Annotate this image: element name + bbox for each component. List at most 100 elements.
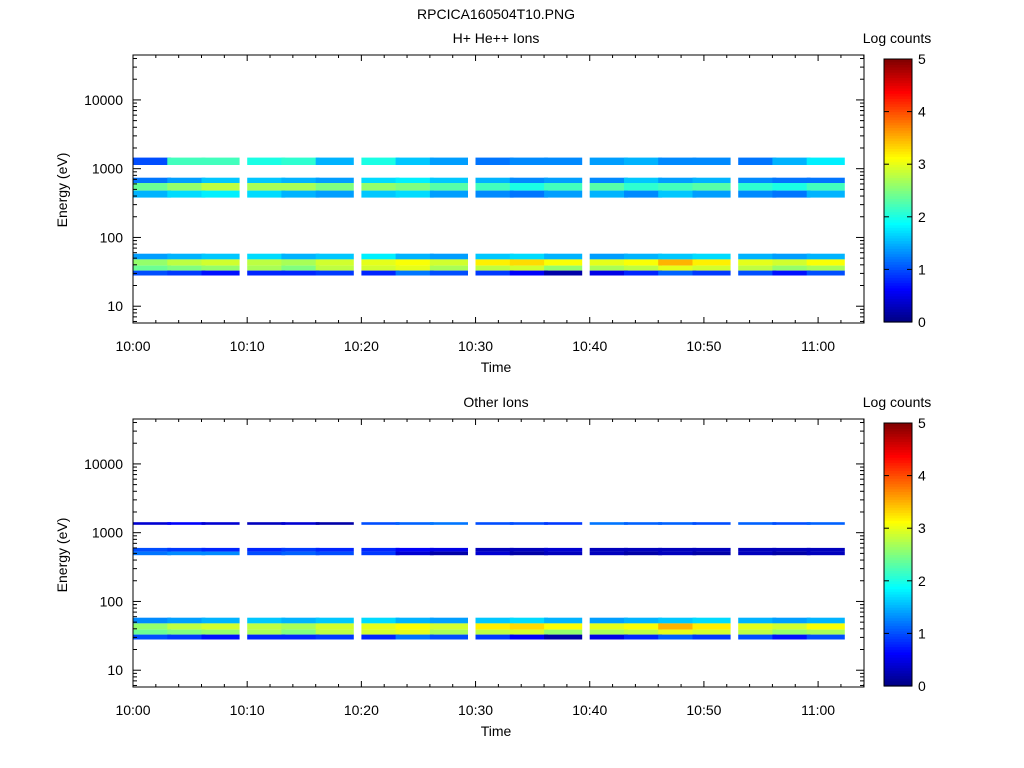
heatmap-cell xyxy=(247,623,286,630)
heatmap-cell xyxy=(361,259,400,266)
heatmap-cell xyxy=(167,177,206,183)
colorbar-swatch xyxy=(884,232,912,236)
colorbar-swatch xyxy=(884,122,912,126)
colorbar-swatch xyxy=(884,222,912,226)
heatmap-cell xyxy=(315,551,354,556)
colorbar-swatch xyxy=(884,554,912,558)
heatmap-cell xyxy=(624,629,663,635)
heatmap-cell xyxy=(247,259,286,266)
heatmap-cell xyxy=(361,265,400,271)
heatmap-cell xyxy=(475,259,514,266)
x-axis-label: Time xyxy=(481,723,512,739)
heatmap-cell xyxy=(692,634,731,640)
colorbar-swatch xyxy=(884,596,912,600)
colorbar-swatch xyxy=(884,528,912,532)
heatmap-cell xyxy=(133,270,172,276)
heatmap-cell xyxy=(589,157,628,165)
colorbar-swatch xyxy=(884,520,912,524)
colorbar-swatch xyxy=(884,565,912,569)
heatmap-cell xyxy=(624,547,663,552)
heatmap-cell xyxy=(658,551,697,556)
colorbar-tick-label: 1 xyxy=(918,261,926,277)
heatmap-cell xyxy=(281,157,320,165)
heatmap-cell xyxy=(692,157,731,165)
panel-other-ions: Other Ions Log counts Time Energy (eV) 1… xyxy=(54,394,931,739)
heatmap-cell xyxy=(281,270,320,276)
colorbar-swatch xyxy=(884,580,912,585)
heatmap-cell xyxy=(589,183,628,191)
colorbar-swatch xyxy=(884,158,912,163)
colorbar-swatch xyxy=(884,101,912,105)
colorbar-swatch xyxy=(884,253,912,257)
colorbar-swatch xyxy=(884,227,912,231)
x-tick-label: 10:40 xyxy=(572,702,607,718)
colorbar-tick-label: 2 xyxy=(918,573,926,589)
heatmap-cell xyxy=(315,629,354,635)
colorbar-tick-label: 4 xyxy=(918,468,926,484)
heatmap-cell xyxy=(806,522,845,525)
colorbar-swatch xyxy=(884,93,912,97)
heatmap-cell xyxy=(361,551,400,556)
colorbar-swatch xyxy=(884,572,912,577)
x-tick-label: 11:00 xyxy=(801,338,835,354)
heatmap-cell xyxy=(692,270,731,276)
heatmap-cell xyxy=(624,183,663,191)
heatmap-cell xyxy=(544,157,583,165)
heatmap-cell xyxy=(167,623,206,630)
colorbar-swatch xyxy=(884,174,912,178)
colorbar-swatch xyxy=(884,438,912,443)
heatmap-cell xyxy=(692,190,731,198)
colorbar-swatch xyxy=(884,488,912,492)
heatmap-cell xyxy=(692,183,731,191)
heatmap-cell xyxy=(738,183,777,191)
heatmap-cell xyxy=(544,547,583,552)
colorbar-swatch xyxy=(884,657,912,661)
colorbar-swatch xyxy=(884,467,912,471)
colorbar-swatch xyxy=(884,617,912,621)
colorbar-swatch xyxy=(884,541,912,545)
heatmap-cell xyxy=(772,522,811,525)
colorbar-swatch xyxy=(884,501,912,506)
heatmap-cell xyxy=(475,629,514,635)
colorbar-swatch xyxy=(884,562,912,566)
colorbar-swatch xyxy=(884,559,912,563)
colorbar-swatch xyxy=(884,300,912,305)
colorbar-swatch xyxy=(884,457,912,461)
heatmap-cell xyxy=(589,253,628,260)
heatmap-cell xyxy=(315,177,354,183)
heatmap-cell xyxy=(167,259,206,266)
heatmap-cell xyxy=(544,522,583,525)
heatmap-cell xyxy=(429,551,468,556)
heatmap-cell xyxy=(395,547,434,552)
colorbar-swatch xyxy=(884,224,912,228)
heatmap-cell xyxy=(201,547,240,552)
heatmap-cell xyxy=(361,522,400,525)
colorbar-swatch xyxy=(884,264,912,268)
colorbar-swatch xyxy=(884,298,912,302)
colorbar-swatch xyxy=(884,198,912,202)
heatmap-cell xyxy=(429,253,468,260)
heatmap-cell xyxy=(544,265,583,271)
colorbar-swatch xyxy=(884,108,912,113)
heatmap-cell xyxy=(475,522,514,525)
colorbar-swatch xyxy=(884,683,912,687)
colorbar-swatch xyxy=(884,269,912,273)
heatmap-cell xyxy=(692,265,731,271)
heatmap-cell xyxy=(772,617,811,624)
colorbar-swatch xyxy=(884,64,912,68)
heatmap-cell xyxy=(544,617,583,624)
colorbar-frame xyxy=(883,58,913,323)
colorbar-swatch xyxy=(884,546,912,550)
heatmap-cell xyxy=(509,157,548,165)
colorbar-swatch xyxy=(884,166,912,171)
y-tick-label: 100 xyxy=(100,229,124,245)
heatmap-cell xyxy=(201,265,240,271)
heatmap-cell xyxy=(738,270,777,276)
x-tick-label: 11:00 xyxy=(801,702,835,718)
colorbar-swatch xyxy=(884,436,912,440)
heatmap-cell xyxy=(167,547,206,552)
heatmap-cell xyxy=(247,265,286,271)
colorbar-swatch xyxy=(884,599,912,603)
colorbar-swatch xyxy=(884,604,912,608)
colorbar-swatch xyxy=(884,266,912,270)
